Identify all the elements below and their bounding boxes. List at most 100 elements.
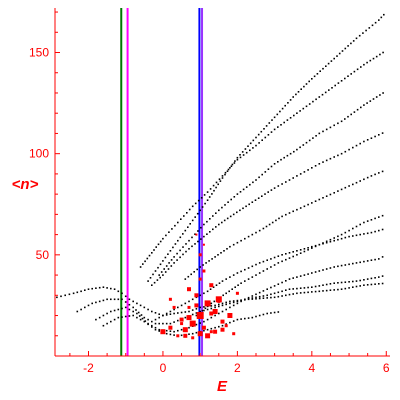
black-point [221, 221, 223, 224]
black-point [348, 148, 350, 151]
black-point [333, 282, 335, 284]
black-point [252, 181, 254, 184]
black-point [195, 331, 198, 334]
black-point [340, 233, 343, 236]
black-point [212, 184, 215, 187]
black-point [173, 308, 175, 311]
black-point [328, 89, 330, 91]
red-point [227, 313, 233, 318]
black-point [188, 300, 190, 303]
black-point [341, 50, 344, 52]
black-point [344, 231, 347, 234]
black-point [329, 267, 332, 269]
black-point [303, 250, 306, 253]
black-point [236, 299, 239, 302]
red-point [202, 269, 206, 273]
black-point [217, 254, 219, 256]
black-point [234, 160, 236, 162]
black-point [143, 320, 146, 323]
black-point [299, 292, 302, 294]
black-point [360, 66, 362, 68]
red-point [209, 330, 213, 334]
black-point [180, 328, 183, 331]
black-point [64, 294, 66, 297]
black-point [218, 312, 220, 315]
y-tick-label: 100 [29, 147, 49, 161]
black-point [199, 306, 201, 309]
black-point [379, 94, 381, 96]
black-point [281, 254, 283, 256]
black-point [206, 290, 209, 293]
x-tick-label: 4 [308, 361, 315, 375]
black-point [258, 142, 260, 144]
black-point [350, 42, 352, 45]
black-point [266, 312, 268, 315]
black-point [203, 223, 205, 226]
black-point [169, 250, 172, 252]
black-point [188, 310, 190, 313]
black-point [299, 173, 302, 175]
black-point [218, 209, 220, 212]
black-point [169, 322, 172, 325]
black-point [211, 193, 213, 195]
black-point [195, 323, 198, 326]
black-point [232, 213, 235, 216]
black-point [203, 320, 205, 323]
black-point [374, 135, 376, 138]
black-point [270, 266, 272, 268]
black-point [240, 299, 242, 302]
black-point [76, 291, 79, 294]
black-point [106, 312, 108, 315]
black-point [325, 195, 328, 197]
black-point [261, 173, 263, 176]
black-point [244, 317, 246, 320]
black-point [356, 68, 359, 71]
black-point [244, 268, 246, 271]
black-point [213, 300, 216, 303]
black-point [188, 326, 190, 329]
black-point [333, 289, 335, 291]
black-point [307, 291, 309, 294]
black-point [164, 271, 167, 273]
red-point [191, 336, 195, 340]
black-point [270, 165, 273, 168]
black-point [334, 84, 336, 87]
black-point [154, 318, 157, 321]
black-point [281, 107, 284, 110]
black-point [244, 148, 247, 150]
black-point [154, 328, 157, 331]
black-point [247, 296, 250, 299]
black-point [273, 285, 276, 287]
black-point [158, 313, 160, 315]
black-point [215, 186, 217, 189]
black-point [206, 233, 208, 235]
black-point [113, 298, 116, 301]
black-point [168, 231, 170, 233]
black-point [199, 209, 201, 212]
black-point [234, 286, 236, 288]
black-point [378, 258, 380, 260]
black-point [167, 253, 169, 255]
black-point [374, 277, 376, 279]
black-point [311, 245, 313, 248]
black-point [265, 125, 268, 127]
black-point [187, 275, 190, 278]
black-point [277, 126, 279, 128]
black-point [266, 288, 268, 290]
black-point [182, 246, 184, 248]
black-point [239, 156, 242, 159]
black-point [187, 226, 189, 228]
black-point [117, 308, 120, 311]
black-point [333, 57, 335, 60]
black-point [110, 298, 112, 301]
black-point [348, 229, 350, 232]
black-point [132, 310, 134, 313]
black-point [236, 158, 239, 161]
black-point [191, 298, 194, 301]
black-point [215, 226, 217, 228]
black-point [110, 320, 112, 323]
black-point [305, 105, 308, 108]
red-point [198, 277, 202, 281]
black-point [214, 326, 216, 329]
black-point [247, 267, 250, 269]
